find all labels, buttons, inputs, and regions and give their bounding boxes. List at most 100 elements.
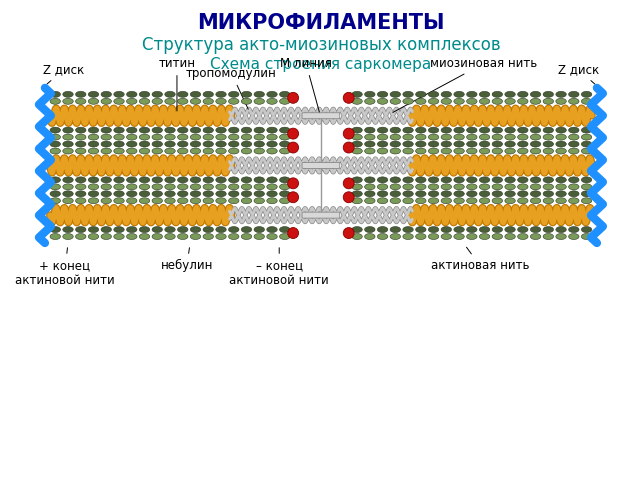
Ellipse shape bbox=[88, 134, 99, 140]
Ellipse shape bbox=[164, 141, 175, 147]
Ellipse shape bbox=[101, 198, 111, 204]
Ellipse shape bbox=[454, 148, 464, 154]
Ellipse shape bbox=[365, 91, 375, 97]
Ellipse shape bbox=[216, 127, 226, 133]
Ellipse shape bbox=[76, 198, 86, 204]
Ellipse shape bbox=[403, 198, 413, 204]
Ellipse shape bbox=[203, 134, 214, 140]
Ellipse shape bbox=[568, 234, 579, 240]
Ellipse shape bbox=[415, 177, 426, 183]
Ellipse shape bbox=[479, 191, 490, 197]
Ellipse shape bbox=[352, 91, 362, 97]
Ellipse shape bbox=[568, 148, 579, 154]
Ellipse shape bbox=[568, 227, 579, 232]
Ellipse shape bbox=[505, 177, 515, 183]
Circle shape bbox=[343, 192, 354, 203]
Ellipse shape bbox=[127, 198, 137, 204]
Ellipse shape bbox=[190, 184, 201, 190]
Ellipse shape bbox=[241, 91, 252, 97]
Ellipse shape bbox=[415, 141, 426, 147]
Ellipse shape bbox=[479, 234, 490, 240]
Ellipse shape bbox=[581, 141, 592, 147]
Ellipse shape bbox=[556, 141, 566, 147]
Ellipse shape bbox=[114, 177, 124, 183]
Ellipse shape bbox=[164, 198, 175, 204]
Ellipse shape bbox=[479, 198, 490, 204]
Text: М линия: М линия bbox=[280, 57, 332, 115]
Ellipse shape bbox=[454, 234, 464, 240]
Ellipse shape bbox=[152, 177, 163, 183]
Ellipse shape bbox=[467, 148, 477, 154]
Ellipse shape bbox=[441, 184, 452, 190]
Ellipse shape bbox=[581, 91, 592, 97]
Ellipse shape bbox=[88, 98, 99, 104]
Circle shape bbox=[287, 178, 299, 189]
Ellipse shape bbox=[241, 191, 252, 197]
Ellipse shape bbox=[568, 127, 579, 133]
Ellipse shape bbox=[241, 148, 252, 154]
Ellipse shape bbox=[280, 177, 290, 183]
Ellipse shape bbox=[378, 191, 388, 197]
Ellipse shape bbox=[190, 227, 201, 232]
Ellipse shape bbox=[177, 98, 188, 104]
Ellipse shape bbox=[415, 148, 426, 154]
Ellipse shape bbox=[101, 127, 111, 133]
Ellipse shape bbox=[76, 141, 86, 147]
Ellipse shape bbox=[467, 191, 477, 197]
Ellipse shape bbox=[403, 191, 413, 197]
Ellipse shape bbox=[352, 227, 362, 232]
Ellipse shape bbox=[228, 177, 239, 183]
Ellipse shape bbox=[505, 91, 515, 97]
Ellipse shape bbox=[556, 184, 566, 190]
Ellipse shape bbox=[568, 141, 579, 147]
Ellipse shape bbox=[50, 227, 61, 232]
Ellipse shape bbox=[518, 198, 528, 204]
Ellipse shape bbox=[152, 91, 163, 97]
Ellipse shape bbox=[441, 134, 452, 140]
Ellipse shape bbox=[267, 198, 277, 204]
Ellipse shape bbox=[454, 134, 464, 140]
Ellipse shape bbox=[403, 148, 413, 154]
Circle shape bbox=[343, 92, 354, 103]
Ellipse shape bbox=[543, 234, 554, 240]
Ellipse shape bbox=[114, 91, 124, 97]
Ellipse shape bbox=[76, 127, 86, 133]
Ellipse shape bbox=[254, 184, 264, 190]
Ellipse shape bbox=[505, 227, 515, 232]
Ellipse shape bbox=[228, 141, 239, 147]
Ellipse shape bbox=[267, 148, 277, 154]
Ellipse shape bbox=[164, 177, 175, 183]
Ellipse shape bbox=[216, 98, 226, 104]
Ellipse shape bbox=[428, 98, 439, 104]
Ellipse shape bbox=[88, 141, 99, 147]
Ellipse shape bbox=[76, 234, 86, 240]
Ellipse shape bbox=[63, 141, 73, 147]
Ellipse shape bbox=[254, 191, 264, 197]
Ellipse shape bbox=[428, 234, 439, 240]
Ellipse shape bbox=[88, 198, 99, 204]
Text: титин: титин bbox=[159, 57, 195, 111]
Ellipse shape bbox=[254, 227, 264, 232]
Ellipse shape bbox=[254, 234, 264, 240]
Ellipse shape bbox=[518, 148, 528, 154]
Ellipse shape bbox=[505, 198, 515, 204]
Ellipse shape bbox=[556, 234, 566, 240]
Ellipse shape bbox=[254, 148, 264, 154]
Ellipse shape bbox=[50, 234, 61, 240]
Ellipse shape bbox=[76, 227, 86, 232]
Ellipse shape bbox=[492, 191, 502, 197]
Ellipse shape bbox=[556, 134, 566, 140]
Text: Схема строения саркомера: Схема строения саркомера bbox=[211, 57, 431, 72]
Ellipse shape bbox=[152, 184, 163, 190]
Ellipse shape bbox=[50, 127, 61, 133]
Ellipse shape bbox=[76, 134, 86, 140]
Ellipse shape bbox=[127, 98, 137, 104]
Ellipse shape bbox=[556, 227, 566, 232]
Ellipse shape bbox=[428, 91, 439, 97]
Ellipse shape bbox=[365, 191, 375, 197]
Ellipse shape bbox=[50, 148, 61, 154]
Ellipse shape bbox=[241, 234, 252, 240]
Ellipse shape bbox=[216, 148, 226, 154]
Ellipse shape bbox=[267, 98, 277, 104]
Ellipse shape bbox=[267, 191, 277, 197]
